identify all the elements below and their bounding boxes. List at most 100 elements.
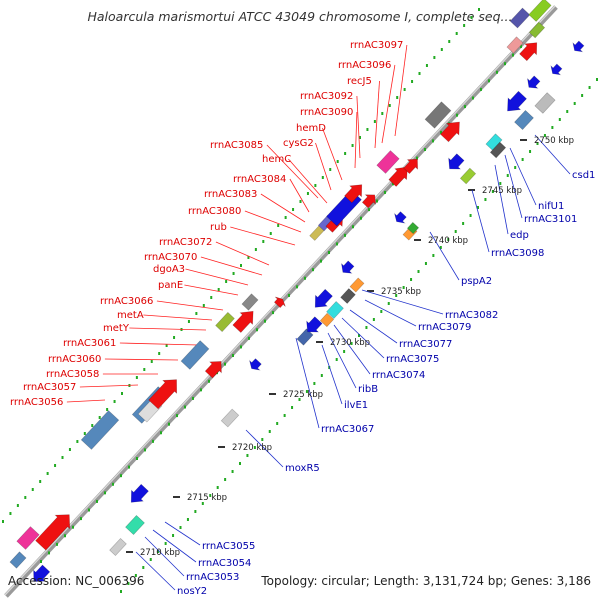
reverse-gene-5 [220, 408, 240, 428]
connector-rrnac3085 [266, 144, 319, 199]
guide-dot [343, 350, 346, 353]
reverse-gene-4 [130, 483, 149, 503]
label-rrnac3090: rrnAC3090 [300, 107, 353, 118]
connector-rrnac3067 [295, 337, 320, 429]
guide-dot [164, 542, 167, 545]
guide-dot [2, 520, 4, 523]
guide-dot [216, 486, 219, 489]
guide-dot [440, 48, 443, 51]
label-hemc: hemC [262, 154, 291, 165]
guide-dot [247, 256, 250, 259]
label-rrnac3055: rrnAC3055 [202, 541, 255, 552]
guide-dot [292, 208, 295, 211]
guide-dot [283, 414, 286, 417]
guide-dot [439, 246, 442, 249]
guide-dot [425, 64, 428, 67]
guide-dot [168, 422, 170, 426]
connector-mety [129, 327, 207, 331]
guide-dot [573, 102, 576, 105]
guide-dot [144, 448, 146, 452]
map-title: Haloarcula marismortui ATCC 43049 chromo… [87, 9, 513, 24]
guide-dot [158, 352, 161, 355]
topology-text: Topology: circular; Length: 3,131,724 bp… [261, 574, 591, 588]
guide-dot [304, 276, 306, 280]
connector-rrnac3070 [200, 256, 263, 276]
guide-dot [306, 192, 309, 195]
label-dgoa3: dgoA3 [153, 264, 185, 275]
forward-gene-0 [16, 526, 40, 550]
guide-dot [411, 80, 414, 83]
guide-dot [106, 408, 109, 411]
guide-dot [256, 328, 258, 332]
guide-dot [201, 502, 204, 505]
reverse-gene-11 [340, 288, 356, 304]
guide-dot [336, 242, 338, 246]
guide-dot [176, 414, 178, 418]
connector-rrnac3057 [79, 384, 139, 388]
guide-dot [186, 518, 189, 521]
label-moxr5: moxR5 [285, 463, 320, 474]
forward-gene-20 [403, 158, 418, 175]
label-rrnac3060: rrnAC3060 [48, 354, 101, 365]
reverse-gene-10 [326, 301, 344, 319]
reverse-gene-23 [507, 90, 527, 112]
reverse-gene-18 [448, 153, 465, 170]
label-rrnac3058: rrnAC3058 [46, 369, 99, 380]
guide-dot [529, 150, 532, 153]
guide-dot [248, 336, 250, 340]
label-ribb: ribB [358, 384, 378, 395]
guide-dot [381, 112, 384, 115]
guide-dot [254, 248, 257, 251]
tick-mark [218, 446, 225, 448]
reverse-gene-8 [306, 316, 323, 333]
tick-mark [269, 393, 276, 395]
guide-dot [16, 504, 19, 507]
tick-label-2730-kbp: 2730 kbp [330, 338, 370, 348]
connector-rrnac3077 [349, 309, 398, 344]
label-rrnac3085: rrnAC3085 [210, 140, 263, 151]
guide-dot [499, 182, 502, 185]
guide-dot [142, 566, 145, 569]
guide-dot [504, 62, 506, 66]
guide-dot [388, 104, 391, 107]
guide-dot [291, 406, 294, 409]
guide-dot [160, 431, 162, 435]
guide-dot [491, 190, 494, 193]
guide-dot [96, 499, 98, 503]
label-rrnac3054: rrnAC3054 [198, 558, 251, 569]
guide-dot [246, 454, 249, 457]
guide-dot [72, 525, 74, 529]
label-rrnac3080: rrnAC3080 [188, 206, 241, 217]
connector-rrnac3097 [394, 44, 408, 137]
guide-dot [91, 424, 94, 427]
reverse-gene-27 [572, 40, 585, 53]
reverse-gene-15 [393, 211, 407, 224]
guide-dot [269, 232, 272, 235]
reverse-gene-9 [319, 312, 335, 328]
connector-nifu1 [509, 147, 537, 206]
reverse-gene-12 [349, 277, 365, 293]
connector-pane [184, 284, 239, 296]
forward-gene-5 [148, 379, 178, 410]
label-rrnac3053: rrnAC3053 [186, 572, 239, 583]
guide-dot [596, 78, 598, 81]
connector-rrnac3096 [381, 64, 396, 144]
forward-gene-19 [388, 166, 408, 187]
guide-dot [384, 190, 386, 194]
guide-dot [253, 446, 256, 449]
guide-dot [152, 439, 154, 443]
guide-dot [368, 208, 370, 212]
guide-dot [217, 288, 220, 291]
forward-gene-9 [215, 311, 235, 333]
guide-dot [373, 120, 376, 123]
guide-dot [329, 168, 332, 171]
connector-hemc [288, 158, 328, 204]
connector-rrnac3075 [341, 317, 385, 359]
label-cysg2: cysG2 [283, 138, 314, 149]
forward-gene-26 [519, 42, 538, 62]
connector-rrnac3066 [156, 300, 224, 311]
guide-dot [98, 416, 101, 419]
guide-dot [305, 390, 308, 393]
reverse-gene-13 [314, 288, 333, 308]
